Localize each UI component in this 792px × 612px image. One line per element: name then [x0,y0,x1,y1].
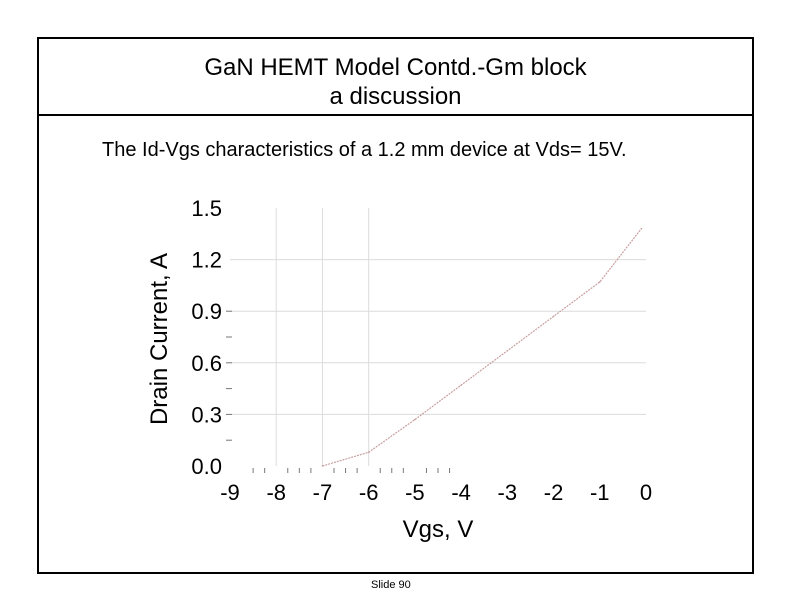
slide-number: Slide 90 [371,579,411,591]
slide-title-line1: GaN HEMT Model Contd.-Gm block [204,54,587,81]
x-tick-label: -4 [451,480,471,505]
y-tick-label: 0.9 [191,299,222,324]
slide-frame: GaN HEMT Model Contd.-Gm block a discuss… [37,37,754,574]
x-tick-label: -1 [590,480,610,505]
data-point [321,465,324,467]
x-tick-label: -2 [544,480,564,505]
data-point [552,315,555,318]
x-tick-label: 0 [640,480,652,505]
data-point [367,451,370,454]
y-tick-label: 1.5 [191,196,222,221]
x-tick-label: -9 [220,480,240,505]
x-tick-label: -8 [266,480,286,505]
data-point [414,418,416,421]
data-point [506,349,509,352]
x-tick-label: -6 [359,480,379,505]
y-tick-label: 0.3 [191,402,222,427]
x-tick-label: -5 [405,480,425,505]
slide-subtitle: The Id-Vgs characteristics of a 1.2 mm d… [102,139,627,161]
title-box: GaN HEMT Model Contd.-Gm block a discuss… [39,39,752,116]
data-point [640,227,643,230]
slide-title-line2: a discussion [329,83,462,110]
x-axis-label: Vgs, V [403,516,474,543]
y-tick-label: 0.0 [191,454,222,479]
x-tick-label: -3 [498,480,518,505]
y-axis-label: Drain Current, A [146,253,173,425]
y-tick-label: 1.2 [191,248,222,273]
data-point [598,281,601,283]
x-tick-label: -7 [313,480,333,505]
y-tick-label: 0.6 [191,351,222,376]
data-series-line [322,228,642,467]
data-point [460,384,462,386]
